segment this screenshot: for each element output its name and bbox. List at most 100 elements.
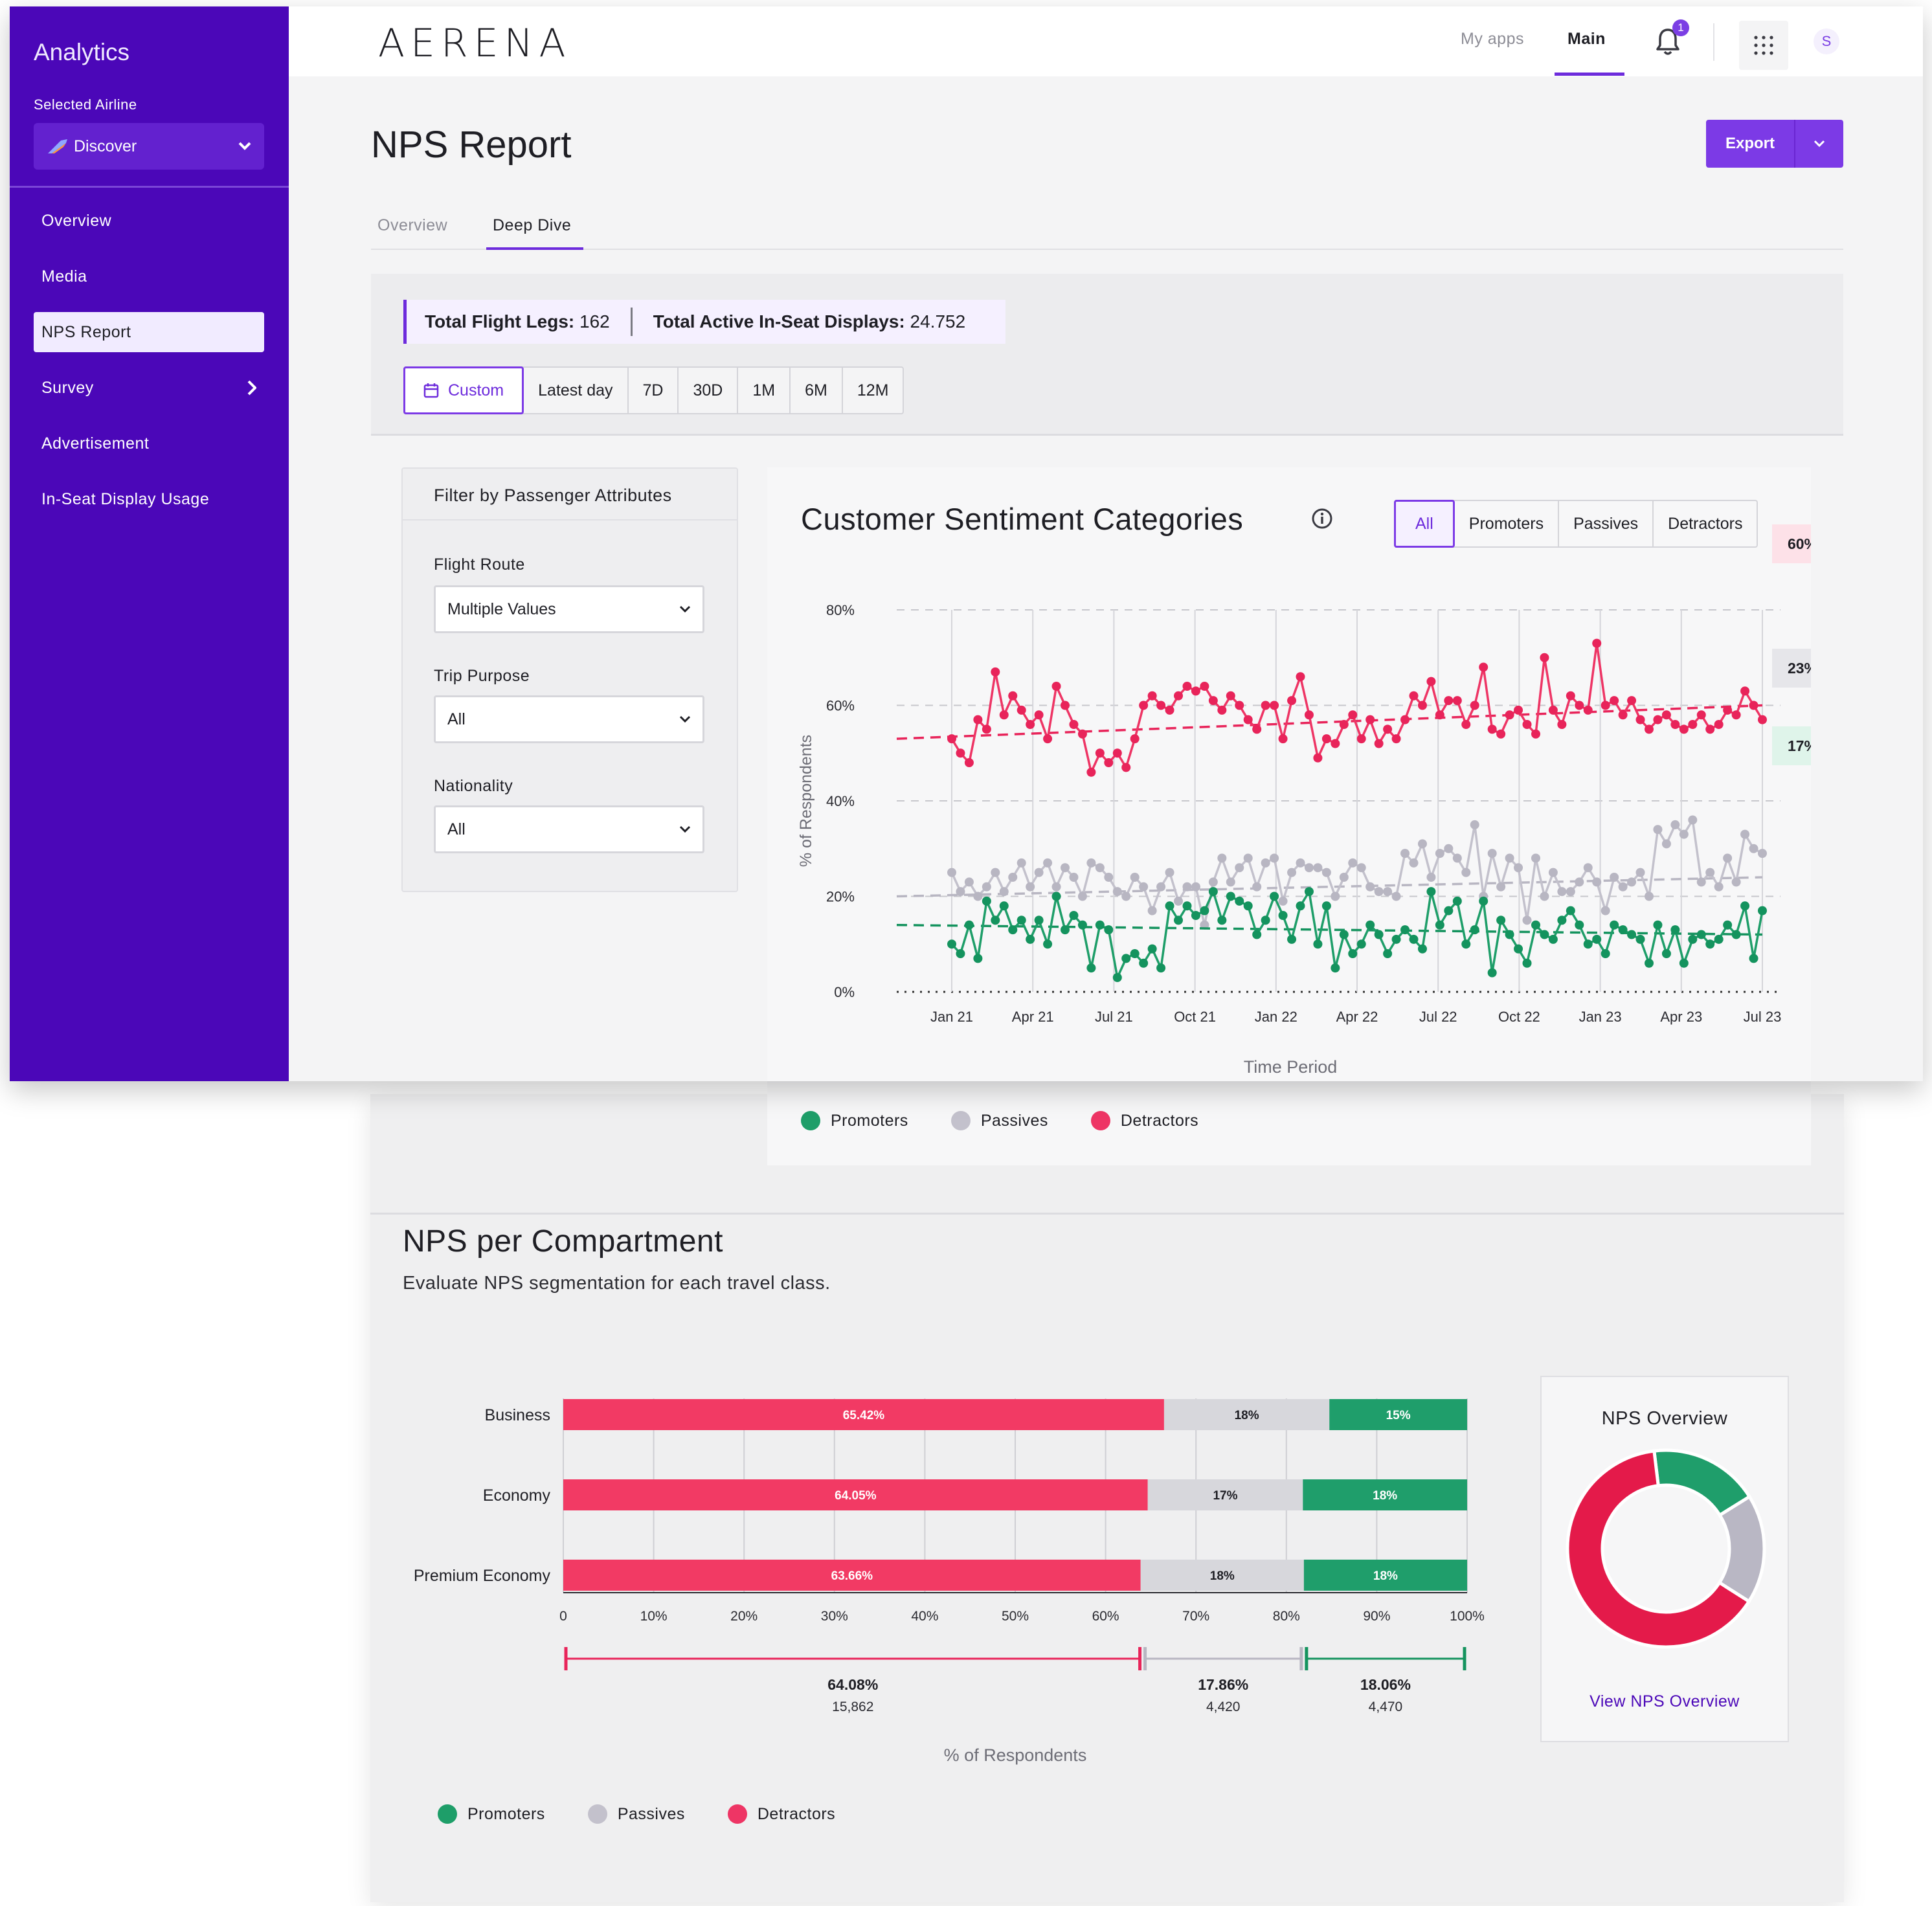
range-custom-button[interactable]: Custom: [403, 366, 524, 414]
detractors-point: [1008, 691, 1018, 701]
promoters-point: [1191, 911, 1200, 920]
detractors-point: [982, 724, 991, 734]
sentiment-legend: Promoters Passives Detractors: [801, 1111, 1241, 1130]
detractors-point: [1383, 724, 1393, 734]
promoters-point: [1688, 934, 1698, 944]
detractors-point: [1043, 734, 1053, 744]
passives-end-label: 23%: [1788, 660, 1811, 677]
airline-select[interactable]: Discover: [34, 123, 264, 170]
promoters-point: [1505, 930, 1514, 939]
legend-label: Detractors: [757, 1804, 836, 1823]
passives-point: [1270, 853, 1279, 863]
legend-item-promoters[interactable]: Promoters: [801, 1111, 908, 1130]
view-nps-overview-link[interactable]: View NPS Overview: [1589, 1692, 1740, 1710]
export-dropdown-button[interactable]: [1795, 120, 1843, 168]
sidebar-item-media[interactable]: Media: [34, 256, 264, 297]
passives-point: [1287, 868, 1297, 877]
nav-main[interactable]: Main: [1567, 30, 1606, 48]
promoters-series-line: [950, 890, 1764, 979]
detractors-point: [999, 710, 1009, 720]
legend-label: Promoters: [467, 1804, 545, 1823]
trip-purpose-select[interactable]: All: [434, 695, 704, 743]
promoters-point: [1147, 944, 1157, 954]
promoters-point: [1522, 958, 1532, 968]
detractors-point: [1487, 724, 1497, 734]
promoters-dot: [801, 1111, 820, 1130]
segment-promoters-button[interactable]: Promoters: [1455, 501, 1560, 546]
passives-point: [1348, 858, 1358, 868]
detractors-end-label-bg: [1772, 524, 1811, 563]
range-6m-button[interactable]: 6M: [791, 368, 843, 413]
sidebar-item-in-seat-display-usage[interactable]: In-Seat Display Usage: [34, 479, 264, 519]
promoters-point: [1296, 901, 1305, 911]
filter-title: Filter by Passenger Attributes: [403, 469, 737, 521]
passives-point: [1557, 887, 1567, 897]
passives-point: [1217, 853, 1227, 863]
legend-item-passives[interactable]: Passives: [950, 1111, 1048, 1130]
detractors-slice: [1566, 1449, 1751, 1649]
passives-end-label-bg: [1772, 649, 1811, 688]
nav-my-apps[interactable]: My apps: [1461, 30, 1524, 48]
promoters-point: [1540, 930, 1549, 939]
flight-route-select[interactable]: Multiple Values: [434, 585, 704, 633]
passives-point: [1104, 873, 1114, 882]
promoters-point: [1226, 891, 1235, 901]
detractors-point: [1661, 710, 1671, 720]
segment-passives-button[interactable]: Passives: [1559, 501, 1654, 546]
range-12m-button[interactable]: 12M: [857, 381, 889, 399]
promoters-point: [1592, 934, 1602, 944]
detractors-point: [1217, 705, 1227, 715]
range-latest-day-button[interactable]: Latest day: [524, 368, 629, 413]
tab-deep-dive[interactable]: Deep Dive: [493, 216, 572, 234]
passives-point: [1156, 882, 1166, 891]
sidebar-item-nps-report[interactable]: NPS Report: [34, 312, 264, 352]
app-window: Analytics Selected Airline Discover Over…: [10, 6, 1923, 1081]
sidebar-title: Analytics: [34, 39, 130, 65]
passives-point: [1426, 873, 1436, 882]
user-avatar[interactable]: S: [1814, 28, 1839, 54]
passives-point: [1174, 896, 1184, 906]
apps-grid-icon[interactable]: [1739, 21, 1788, 70]
passives-point: [1243, 853, 1253, 863]
detractors-point: [947, 734, 956, 744]
passives-point: [1452, 853, 1462, 863]
passives-point: [1610, 873, 1619, 882]
category-label: Economy: [483, 1486, 551, 1505]
sidebar-item-survey[interactable]: Survey: [34, 368, 264, 408]
range-1m-button[interactable]: 1M: [738, 368, 791, 413]
promoters-point: [1391, 934, 1401, 944]
compartment-title: NPS per Compartment: [403, 1224, 724, 1259]
segment-all-button[interactable]: All: [1394, 500, 1455, 548]
passives-point: [1409, 858, 1419, 868]
passives-point: [1714, 882, 1724, 891]
y-tick-label: 60%: [826, 698, 855, 714]
passives-point: [1566, 887, 1575, 897]
passives-dot: [587, 1804, 607, 1824]
sidebar-item-advertisement[interactable]: Advertisement: [34, 423, 264, 464]
detractors-point: [1505, 710, 1514, 720]
export-button[interactable]: Export: [1706, 120, 1795, 168]
y-tick-label: 20%: [826, 889, 855, 905]
segment-detractors-button[interactable]: Detractors: [1668, 514, 1743, 533]
passives-series-line: [950, 818, 1763, 926]
promoters-bar-label: 15%: [1386, 1409, 1411, 1422]
x-tick-label: 80%: [1273, 1609, 1300, 1624]
passives-bar: [1147, 1479, 1303, 1510]
detractors-point: [1156, 701, 1166, 710]
promoters-point: [1557, 915, 1567, 925]
detractors-point: [1174, 691, 1184, 701]
detractors-point: [1627, 696, 1637, 706]
detractors-point: [1618, 710, 1628, 720]
promoters-point: [1165, 901, 1174, 911]
passives-point: [1356, 863, 1366, 873]
range-30d-button[interactable]: 30D: [679, 368, 739, 413]
passives-bar-label: 18%: [1210, 1569, 1235, 1583]
tab-overview[interactable]: Overview: [377, 216, 448, 234]
range-7d-button[interactable]: 7D: [629, 368, 679, 413]
info-icon[interactable]: [1311, 508, 1333, 530]
nationality-select[interactable]: All: [434, 805, 704, 853]
legend-item-detractors[interactable]: Detractors: [1090, 1111, 1198, 1130]
sidebar-item-overview[interactable]: Overview: [34, 201, 264, 241]
passenger-filter-card: Filter by Passenger Attributes Flight Ro…: [401, 467, 738, 892]
passives-point: [1374, 887, 1384, 897]
